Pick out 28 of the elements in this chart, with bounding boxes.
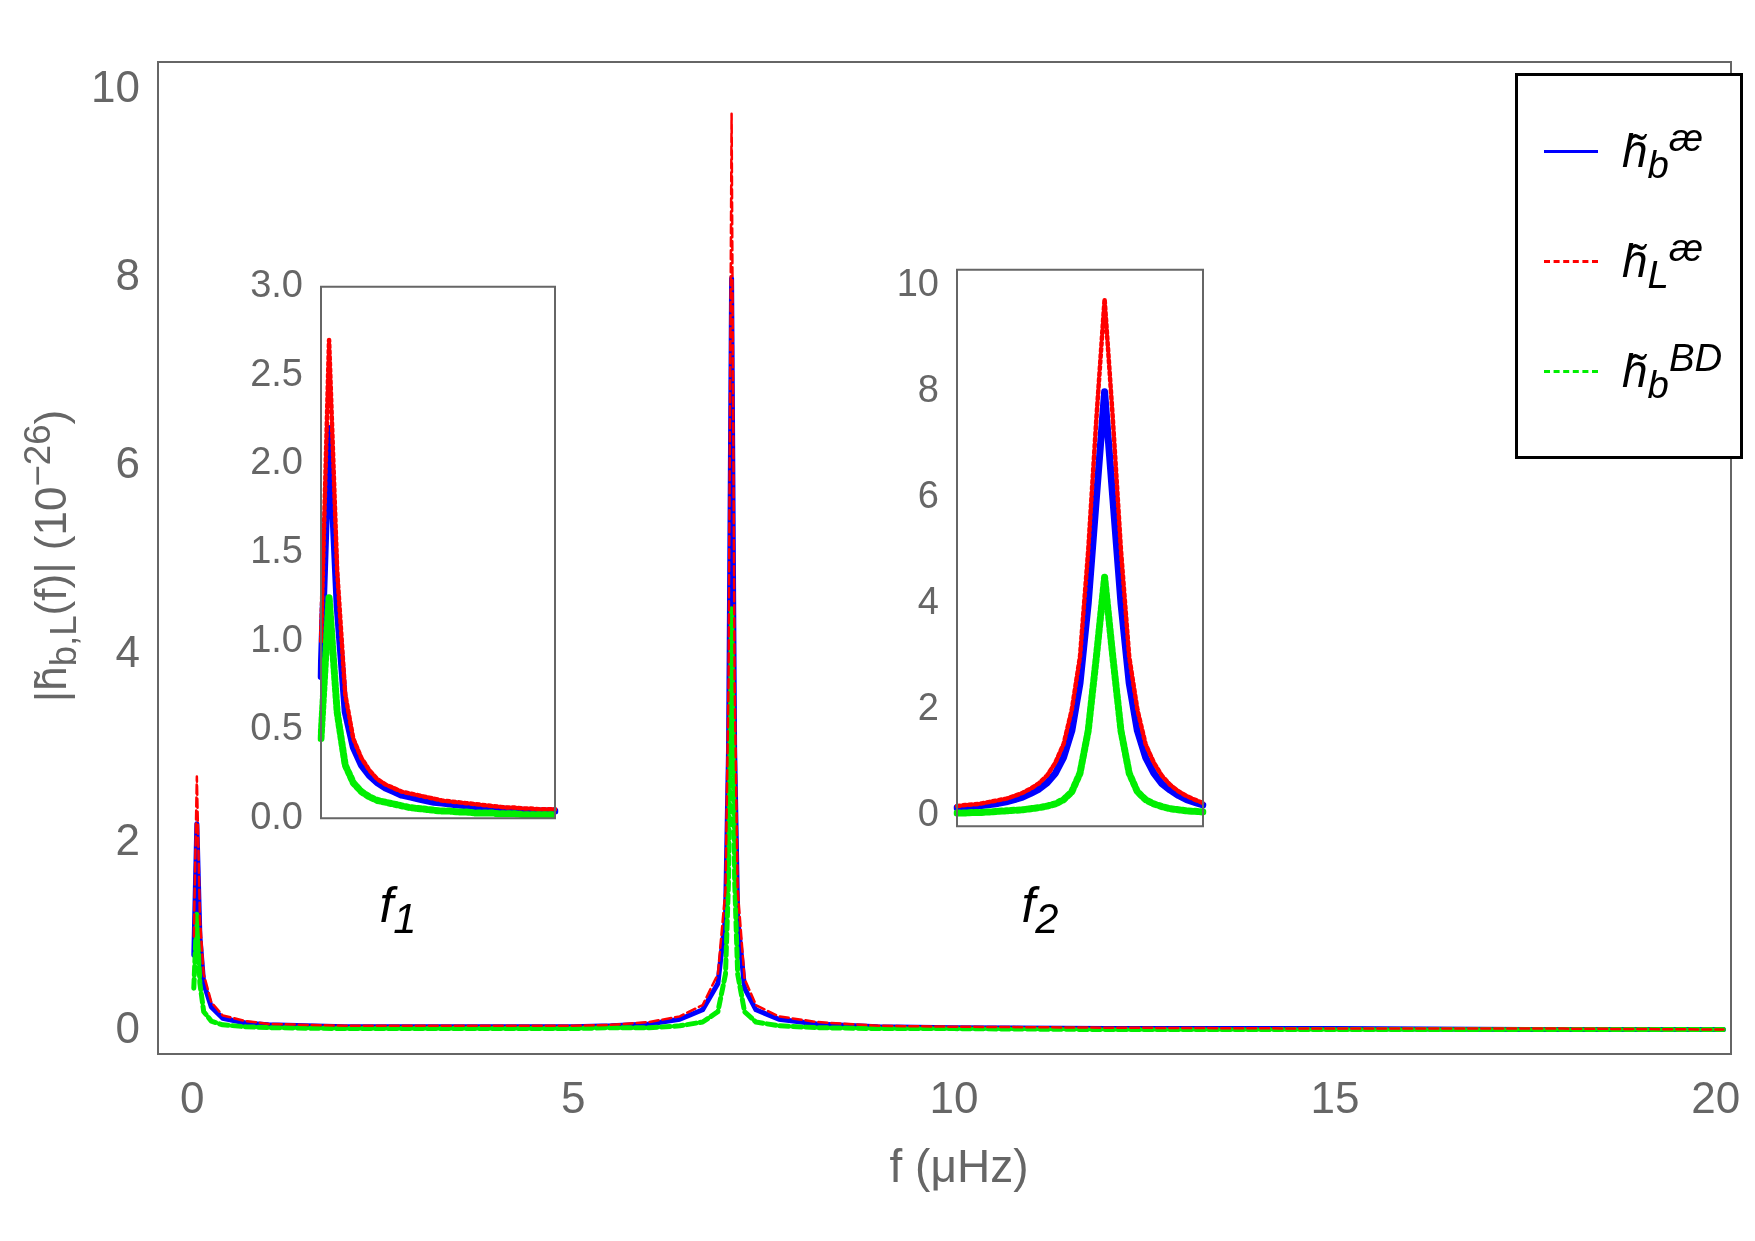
x-axis-title: f (μHz) — [889, 1139, 1029, 1193]
y-tick-label: 1.5 — [250, 528, 303, 571]
y-tick-label: 2 — [115, 814, 140, 864]
y-tick-label: 0 — [917, 792, 939, 835]
y-tick-label: 6 — [115, 438, 140, 488]
x-tick-label: 5 — [560, 1072, 586, 1122]
y-tick-label: 0 — [115, 1002, 140, 1052]
x-tick-label: 20 — [1691, 1072, 1741, 1122]
line-series — [192, 112, 1725, 1031]
y-tick-label: 8 — [115, 250, 140, 300]
y-tick-label: 2.5 — [250, 351, 303, 394]
y-tick-label: 10 — [896, 262, 939, 305]
x-axis-title: f$_{2}$ — [1021, 875, 1059, 943]
y-tick-label: 4 — [917, 580, 939, 623]
x-axis-title: f$_{1}$ — [379, 875, 417, 943]
y-tick-label: 3.0 — [250, 263, 303, 306]
y-tick-label: 1.0 — [250, 617, 303, 660]
y-tick-label: 6 — [917, 474, 939, 517]
y-tick-label: 8 — [917, 368, 939, 411]
x-tick-label: 15 — [1310, 1072, 1360, 1122]
y-tick-label: 0.5 — [250, 706, 303, 749]
y-tick-label: 0.0 — [250, 794, 303, 837]
y-tick-label: 4 — [115, 626, 140, 676]
y-tick-label: 2.0 — [250, 440, 303, 483]
line-series — [318, 337, 558, 812]
x-tick-label: 0 — [180, 1072, 205, 1122]
y-tick-label: 2 — [917, 686, 939, 729]
y-tick-label: 10 — [91, 62, 140, 112]
